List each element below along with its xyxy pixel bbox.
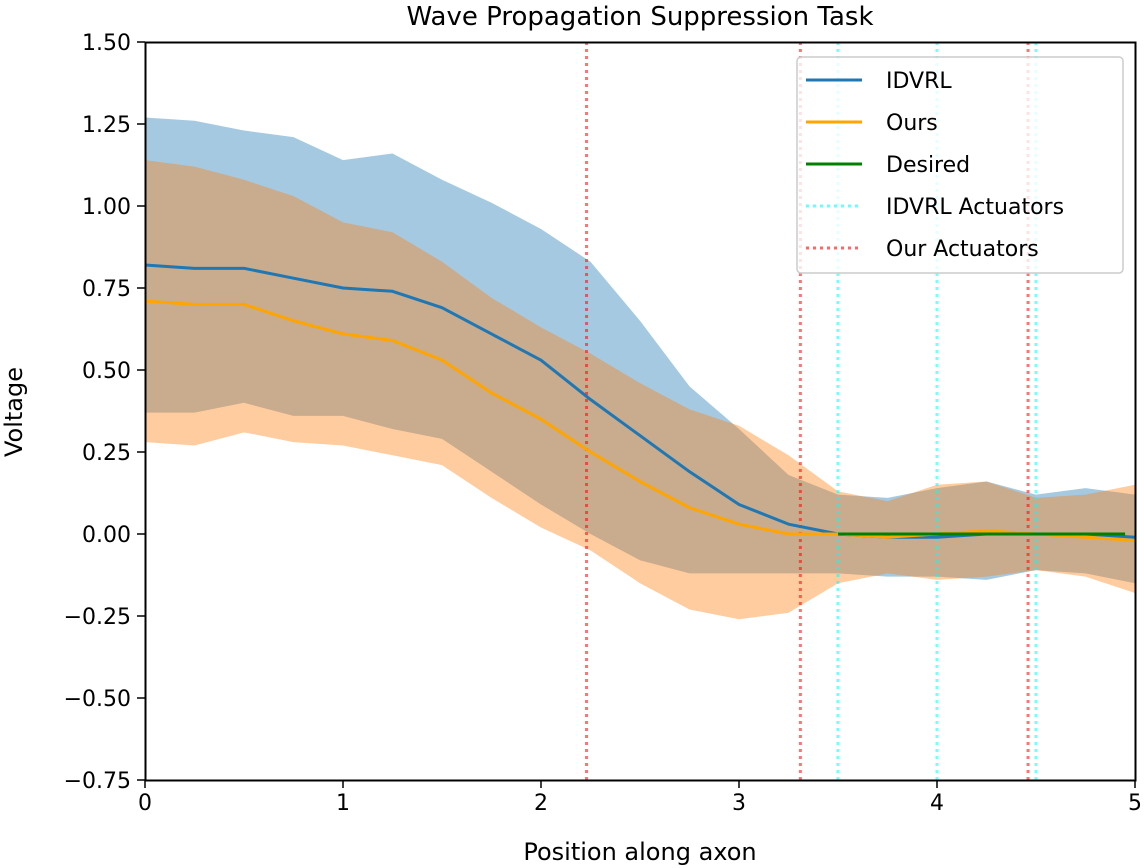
legend-label-idvrl-actuators: IDVRL Actuators bbox=[886, 195, 1064, 220]
legend-label-our-actuators: Our Actuators bbox=[886, 237, 1039, 262]
x-axis-label: Position along axon bbox=[523, 838, 756, 866]
x-tick-label: 4 bbox=[930, 791, 944, 816]
x-tick-label: 0 bbox=[138, 791, 152, 816]
x-tick-label: 3 bbox=[732, 791, 746, 816]
x-tick-label: 2 bbox=[534, 791, 548, 816]
y-tick-label: −0.25 bbox=[64, 605, 131, 630]
confidence-bands bbox=[145, 117, 1135, 620]
y-tick-label: 1.50 bbox=[82, 31, 131, 56]
legend-label-desired: Desired bbox=[886, 153, 970, 178]
y-tick-label: 1.25 bbox=[82, 113, 131, 138]
x-axis: 0 1 2 3 4 5 bbox=[138, 780, 1142, 816]
chart-title: Wave Propagation Suppression Task bbox=[407, 2, 874, 32]
legend: IDVRL Ours Desired IDVRL Actuators Our Actua… bbox=[796, 56, 1124, 274]
idvrl-band bbox=[145, 117, 1135, 584]
y-tick-label: −0.50 bbox=[64, 687, 131, 712]
x-tick-label: 5 bbox=[1128, 791, 1142, 816]
y-tick-label: 0.75 bbox=[82, 277, 131, 302]
y-tick-label: −0.75 bbox=[64, 769, 131, 794]
ours-band bbox=[145, 160, 1135, 620]
y-tick-label: 0.50 bbox=[82, 359, 131, 384]
legend-box bbox=[796, 56, 1124, 274]
y-tick-label: 0.00 bbox=[82, 523, 131, 548]
y-axis: −0.75 −0.50 −0.25 0.00 0.25 0.50 0.75 1.00 1.25 1… bbox=[64, 31, 145, 794]
series-lines bbox=[144, 263, 1136, 543]
y-axis-label: Voltage bbox=[0, 367, 28, 457]
x-tick-label: 1 bbox=[336, 791, 350, 816]
plot-frame bbox=[144, 41, 1137, 782]
legend-label-idvrl: IDVRL bbox=[886, 69, 952, 94]
ours-line bbox=[144, 299, 1136, 543]
y-tick-label: 1.00 bbox=[82, 195, 131, 220]
legend-label-ours: Ours bbox=[886, 111, 938, 136]
y-tick-label: 0.25 bbox=[82, 441, 131, 466]
